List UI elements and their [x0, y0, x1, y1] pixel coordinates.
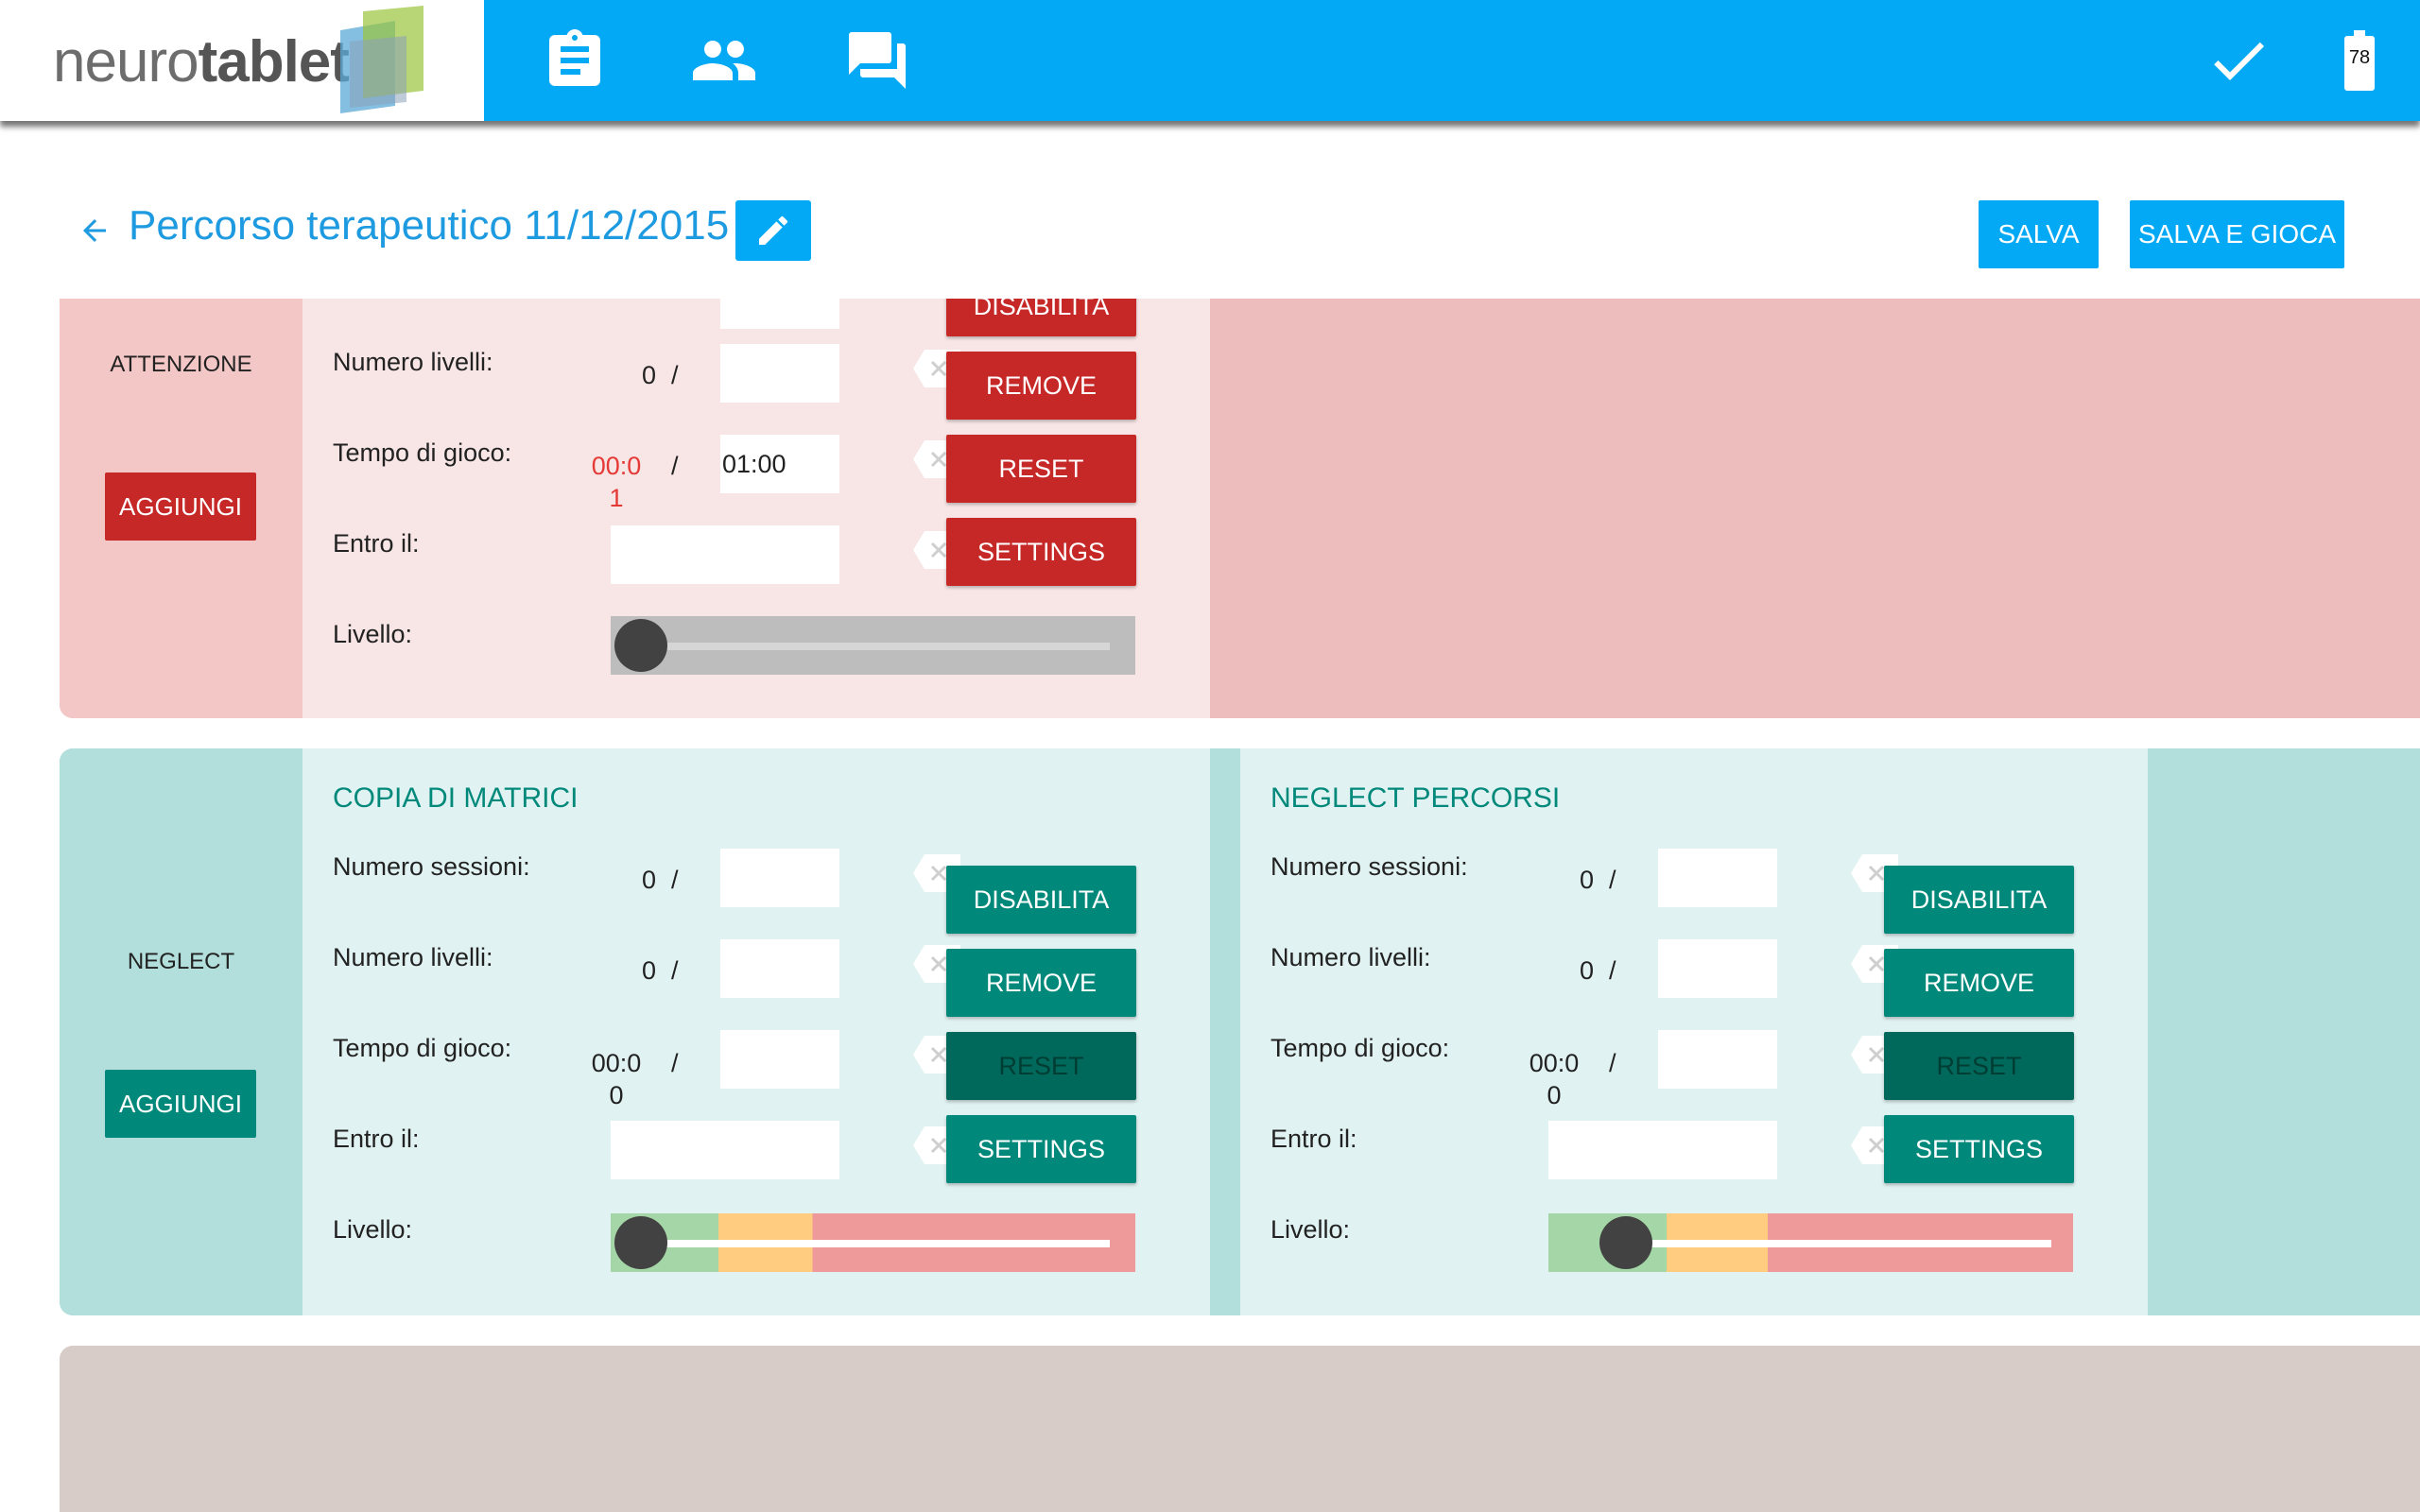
sessions-field[interactable] [1658, 849, 1777, 907]
save-button[interactable]: SALVA [1979, 200, 2099, 268]
due-date-field[interactable] [611, 1121, 839, 1179]
time-current: 00:00 [1529, 1049, 1580, 1109]
sessions-field[interactable] [720, 849, 839, 907]
levels-field[interactable] [720, 939, 839, 998]
due-date-field[interactable] [611, 525, 839, 584]
slash-separator: / [1609, 956, 1616, 985]
slider-knob[interactable] [614, 1216, 667, 1269]
slash-separator: / [671, 361, 679, 389]
slider-knob[interactable] [614, 619, 667, 672]
back-arrow-icon[interactable] [78, 214, 112, 248]
category-block-neglect: NEGLECT AGGIUNGI COPIA DI MATRICI Numero… [60, 748, 2420, 1315]
level-slider[interactable] [1548, 1213, 2073, 1272]
slider-line [637, 643, 1110, 650]
slider-line [637, 1240, 1110, 1247]
time-label: Tempo di gioco: [333, 1034, 512, 1062]
disable-button[interactable]: DISABILITA [946, 866, 1136, 934]
add-exercise-button[interactable]: AGGIUNGI [105, 1070, 256, 1138]
category-block-next [60, 1346, 2420, 1512]
time-current: 00:01 [591, 452, 642, 512]
remove-button[interactable]: REMOVE [1884, 949, 2074, 1017]
category-block-attenzione: ATTENZIONE AGGIUNGI DISABILITA Numero li… [60, 299, 2420, 718]
logo-text-light: neuro [53, 29, 199, 94]
slash-separator: / [1609, 866, 1616, 894]
due-label: Entro il: [333, 1125, 420, 1153]
exercise-card: DISABILITA Numero livelli: 0 / REMOVE Te… [302, 299, 1210, 718]
due-label: Entro il: [333, 529, 420, 558]
page-title: Percorso terapeutico 11/12/2015 [129, 202, 730, 249]
add-exercise-button[interactable]: AGGIUNGI [105, 472, 256, 541]
save-and-play-button[interactable]: SALVA E GIOCA [2130, 200, 2344, 268]
level-label: Livello: [333, 620, 413, 648]
time-label: Tempo di gioco: [333, 438, 512, 467]
levels-label: Numero livelli: [333, 943, 493, 971]
exercise-card-neglect-percorsi: NEGLECT PERCORSI Numero sessioni: 0 / DI… [1240, 748, 2148, 1315]
time-field[interactable] [1658, 1030, 1777, 1089]
remove-button[interactable]: REMOVE [946, 949, 1136, 1017]
reset-button[interactable]: RESET [1884, 1032, 2074, 1100]
check-icon[interactable] [2204, 26, 2273, 94]
slash-separator: / [671, 452, 679, 480]
exercise-card-copia-di-matrici: COPIA DI MATRICI Numero sessioni: 0 / DI… [302, 748, 1210, 1315]
slash-separator: / [671, 1049, 679, 1077]
slash-separator: / [671, 956, 679, 985]
people-icon[interactable] [690, 26, 758, 94]
level-label: Livello: [333, 1215, 413, 1244]
sessions-label: Numero sessioni: [1270, 852, 1468, 881]
disable-button[interactable]: DISABILITA [1884, 866, 2074, 934]
sessions-current: 0 [1579, 866, 1594, 894]
levels-current: 0 [641, 956, 656, 985]
logo: neurotablet [0, 0, 484, 121]
battery-icon: 78 [2344, 30, 2375, 91]
due-date-field[interactable] [1548, 1121, 1777, 1179]
level-slider[interactable] [611, 616, 1135, 675]
forum-icon[interactable] [843, 26, 911, 94]
sessions-field[interactable] [720, 299, 839, 329]
levels-current: 0 [641, 361, 656, 389]
exercise-title: NEGLECT PERCORSI [1270, 782, 1561, 814]
sessions-current: 0 [641, 866, 656, 894]
disable-button[interactable]: DISABILITA [946, 299, 1136, 336]
levels-field[interactable] [1658, 939, 1777, 998]
level-label: Livello: [1270, 1215, 1351, 1244]
edit-title-button[interactable] [735, 200, 811, 261]
slider-knob[interactable] [1599, 1216, 1652, 1269]
slash-separator: / [671, 866, 679, 894]
reset-button[interactable]: RESET [946, 1032, 1136, 1100]
time-label: Tempo di gioco: [1270, 1034, 1450, 1062]
sessions-label: Numero sessioni: [333, 852, 530, 881]
time-field[interactable] [720, 1030, 839, 1089]
logo-mark-icon [340, 6, 424, 113]
time-current: 00:00 [591, 1049, 642, 1109]
slash-separator: / [1609, 1049, 1616, 1077]
category-sidebar: NEGLECT AGGIUNGI [60, 748, 302, 1315]
reset-button[interactable]: RESET [946, 435, 1136, 503]
top-app-bar: neurotablet 78 [0, 0, 2420, 121]
time-field[interactable]: 01:00 [720, 435, 839, 493]
levels-current: 0 [1579, 956, 1594, 985]
settings-button[interactable]: SETTINGS [946, 518, 1136, 586]
exercise-title: COPIA DI MATRICI [333, 782, 579, 814]
levels-label: Numero livelli: [1270, 943, 1431, 971]
logo-text: neurotablet [53, 28, 350, 95]
pencil-icon [759, 215, 788, 245]
levels-field[interactable] [720, 344, 839, 403]
category-sidebar: ATTENZIONE AGGIUNGI [60, 299, 302, 718]
category-label: NEGLECT [127, 949, 235, 974]
slider-line [1601, 1240, 2051, 1247]
category-label: ATTENZIONE [110, 352, 252, 377]
logo-text-bold: tablet [198, 29, 350, 94]
battery-level: 78 [2348, 47, 2371, 68]
due-label: Entro il: [1270, 1125, 1357, 1153]
clipboard-icon[interactable] [541, 26, 609, 94]
remove-button[interactable]: REMOVE [946, 352, 1136, 420]
levels-label: Numero livelli: [333, 348, 493, 376]
settings-button[interactable]: SETTINGS [946, 1115, 1136, 1183]
level-slider[interactable] [611, 1213, 1135, 1272]
settings-button[interactable]: SETTINGS [1884, 1115, 2074, 1183]
